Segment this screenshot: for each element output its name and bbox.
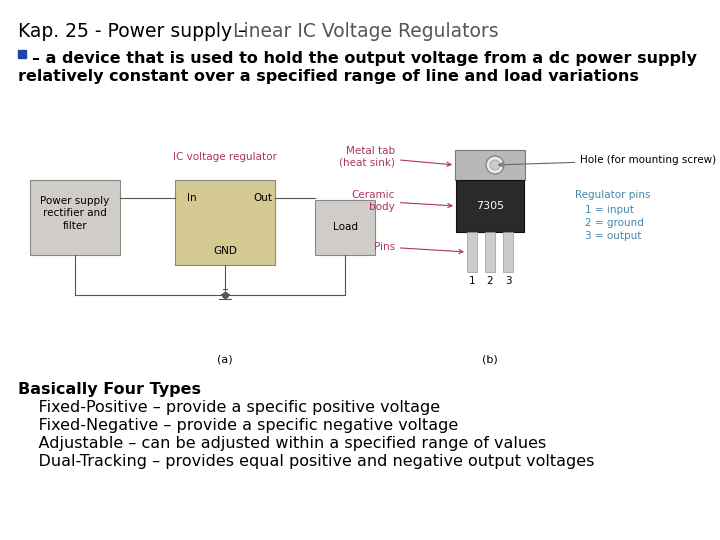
Text: Basically Four Types: Basically Four Types [18,382,201,397]
Text: Fixed-Negative – provide a specific negative voltage: Fixed-Negative – provide a specific nega… [18,418,458,433]
Text: Power supply
rectifier and
filter: Power supply rectifier and filter [40,196,109,231]
FancyBboxPatch shape [175,180,275,265]
Circle shape [486,156,504,174]
Text: IC voltage regulator: IC voltage regulator [173,152,277,162]
Text: Out: Out [253,193,272,203]
FancyBboxPatch shape [455,150,525,180]
Text: Ceramic
body: Ceramic body [351,190,452,212]
Circle shape [490,160,500,170]
FancyBboxPatch shape [485,232,495,272]
FancyBboxPatch shape [30,180,120,255]
Text: 1: 1 [469,276,475,286]
Text: 7305: 7305 [476,201,504,211]
Text: Adjustable – can be adjusted within a specified range of values: Adjustable – can be adjusted within a sp… [18,436,546,451]
FancyBboxPatch shape [467,232,477,272]
Text: – a device that is used to hold the output voltage from a dc power supply: – a device that is used to hold the outp… [32,51,697,66]
Text: Kap. 25 - Power supply –: Kap. 25 - Power supply – [18,22,259,41]
Text: GND: GND [213,246,237,256]
Text: Regulator pins: Regulator pins [575,190,650,200]
FancyBboxPatch shape [315,200,375,255]
FancyBboxPatch shape [456,180,524,232]
Text: (a): (a) [217,355,233,365]
Bar [18,50,26,58]
Text: Load: Load [333,222,358,233]
Text: Hole (for mounting screw): Hole (for mounting screw) [499,155,716,167]
Text: Fixed-Positive – provide a specific positive voltage: Fixed-Positive – provide a specific posi… [18,400,440,415]
Text: 2 = ground: 2 = ground [585,218,644,228]
Text: (b): (b) [482,355,498,365]
Text: 3: 3 [505,276,511,286]
Text: 1 = input: 1 = input [585,205,634,215]
Text: 2: 2 [487,276,493,286]
Text: Linear IC Voltage Regulators: Linear IC Voltage Regulators [233,22,499,41]
Text: Metal tab
(heat sink): Metal tab (heat sink) [339,146,451,168]
FancyBboxPatch shape [503,232,513,272]
Text: In: In [187,193,197,203]
Text: Dual-Tracking – provides equal positive and negative output voltages: Dual-Tracking – provides equal positive … [18,454,595,469]
Text: 3 = output: 3 = output [585,231,642,241]
Text: Pins: Pins [374,242,463,254]
Text: relatively constant over a specified range of line and load variations: relatively constant over a specified ran… [18,69,639,84]
